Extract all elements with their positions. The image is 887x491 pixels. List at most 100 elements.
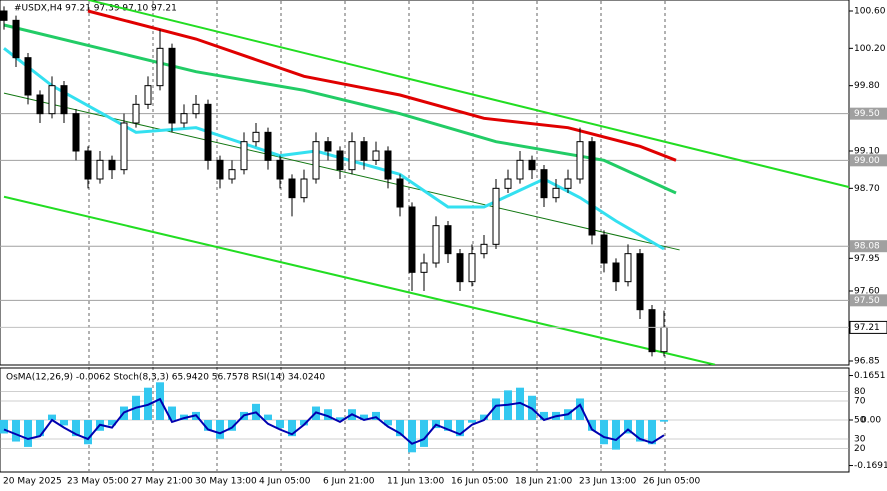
- x-tick-label: 11 Jun 13:00: [387, 477, 444, 487]
- candle-body: [0, 10, 8, 21]
- candle-body: [444, 225, 452, 255]
- candle-body: [228, 169, 236, 180]
- osma-bar: [648, 420, 656, 445]
- candle-body: [528, 159, 536, 171]
- x-tick-label: 23 May 05:00: [67, 477, 129, 487]
- moving-average: [3, 23, 677, 195]
- trendline: [87, 0, 849, 189]
- osma-bar: [468, 420, 476, 423]
- y-tick-label: 97.95: [854, 254, 880, 264]
- x-tick-label: 20 May 2025: [3, 477, 62, 487]
- candle-body: [168, 47, 176, 124]
- candle-body: [432, 225, 440, 264]
- osma-bar: [420, 420, 428, 447]
- level-label: 98.08: [854, 242, 880, 252]
- candle-body: [144, 85, 152, 105]
- osma-bar: [300, 420, 308, 426]
- candle-body: [456, 253, 464, 283]
- candle-body: [468, 253, 476, 283]
- rsi-tick-label: 30: [854, 435, 866, 445]
- candle-body: [264, 131, 272, 161]
- osma-bar: [12, 420, 20, 442]
- candle-body: [612, 262, 620, 283]
- candle-body: [516, 159, 524, 180]
- osma-bar: [264, 414, 272, 420]
- candle-body: [384, 150, 392, 180]
- candle-body: [396, 178, 404, 208]
- y-tick-label: 99.80: [854, 81, 880, 91]
- level-label: 97.50: [854, 296, 880, 306]
- osma-bar: [444, 420, 452, 431]
- candle-body: [288, 178, 296, 199]
- candle-body: [648, 309, 656, 353]
- osma-bar: [324, 409, 332, 420]
- trendline: [3, 92, 680, 251]
- candle-body: [72, 113, 80, 152]
- osma-bar: [48, 414, 56, 420]
- candle-body: [360, 141, 368, 161]
- candle-body: [156, 47, 164, 87]
- main-panel: [0, 0, 850, 366]
- level-box: [850, 154, 887, 167]
- level-label: 99.50: [854, 109, 880, 119]
- osma-bar: [612, 420, 620, 450]
- candle-body: [84, 150, 92, 180]
- candle-body: [312, 141, 320, 180]
- level-label: 99.00: [854, 156, 880, 166]
- candle-body: [180, 113, 188, 124]
- candle-body: [420, 262, 428, 273]
- rsi-line: [3, 397, 665, 445]
- candle-body: [324, 141, 332, 152]
- candle-body: [552, 187, 560, 199]
- rsi-tick-label: 70: [854, 397, 866, 407]
- rsi-tick-label: 80: [854, 387, 866, 397]
- osma-bar: [72, 420, 80, 437]
- osma-bar: [588, 420, 596, 431]
- x-tick-label: 27 May 21:00: [131, 477, 193, 487]
- osma-bar: [660, 420, 668, 422]
- y-tick-label: 100.20: [854, 44, 886, 54]
- osma-bar: [600, 420, 608, 445]
- osma-bar: [408, 420, 416, 453]
- osma-bar: [60, 420, 68, 426]
- rsi-tick-label: 50: [854, 416, 866, 426]
- osma-bar: [108, 420, 116, 426]
- level-box: [850, 294, 887, 307]
- osma-bar: [288, 420, 296, 437]
- candle-body: [336, 150, 344, 171]
- y-tick-label: 100.60: [854, 7, 886, 17]
- candle-body: [540, 169, 548, 199]
- osma-bar: [576, 398, 584, 420]
- candle-body: [408, 206, 416, 273]
- osma-bar: [480, 414, 488, 420]
- osma-bar: [0, 420, 8, 434]
- trendline: [3, 195, 716, 365]
- candle-body: [192, 103, 200, 115]
- osma-tick-label: -0.1691: [854, 461, 887, 471]
- candle-body: [132, 103, 140, 124]
- candle-body: [564, 178, 572, 189]
- candle-body: [24, 57, 32, 96]
- current-box: [849, 320, 887, 334]
- moving-average: [87, 9, 677, 162]
- y-tick-label: 98.70: [854, 184, 880, 194]
- candle-body: [252, 131, 260, 143]
- candle-body: [588, 141, 596, 236]
- candle-body: [204, 103, 212, 161]
- osma-bar: [216, 420, 224, 439]
- candle-body: [372, 150, 380, 161]
- osma-bar: [228, 420, 236, 431]
- current-label: 97.21: [854, 323, 880, 333]
- osma-bar: [84, 420, 92, 445]
- osma-tick-label: 0.1651: [854, 371, 886, 381]
- osma-bar: [492, 398, 500, 420]
- candle-body: [348, 141, 356, 171]
- candle-body: [492, 187, 500, 245]
- osma-bar: [456, 420, 464, 437]
- osma-bar: [384, 420, 392, 426]
- candle-body: [660, 326, 668, 353]
- osma-bar: [36, 420, 44, 437]
- osma-bar: [276, 420, 284, 429]
- x-tick-label: 23 Jun 13:00: [579, 477, 636, 487]
- candle-body: [12, 19, 20, 59]
